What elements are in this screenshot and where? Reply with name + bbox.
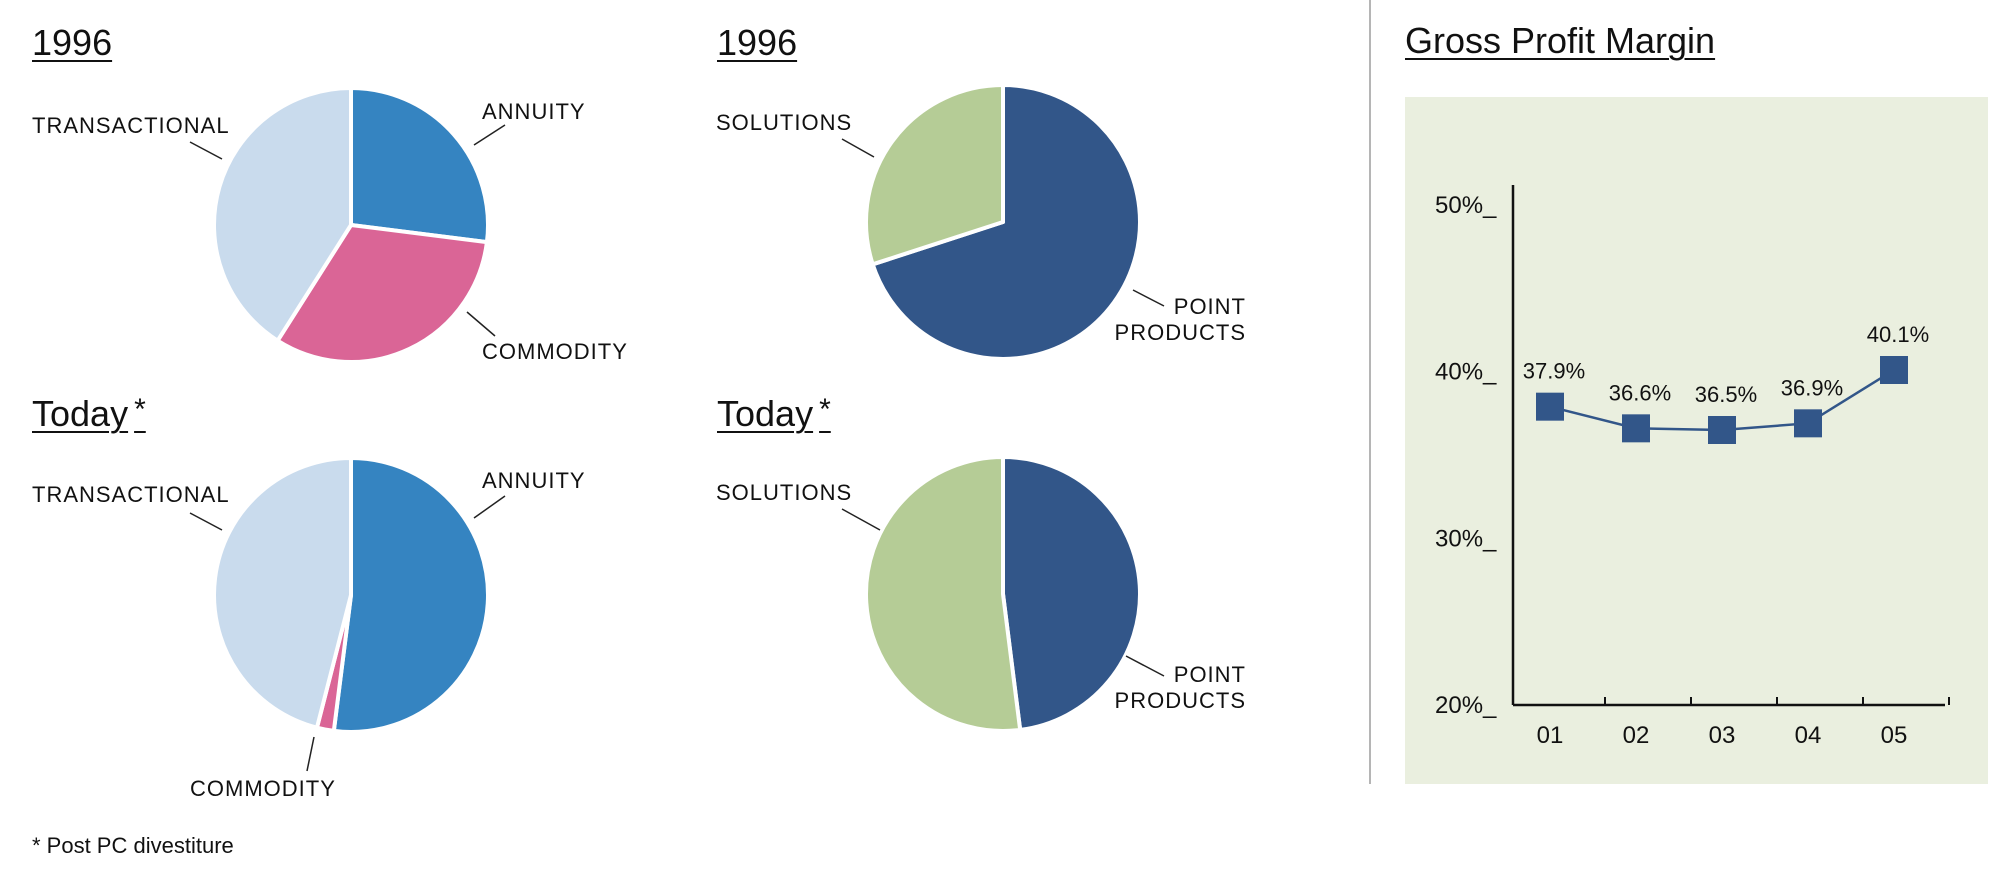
- slice-label-point-products-today: POINT PRODUCTS: [1114, 662, 1246, 713]
- pie-slice-transactional: [212, 86, 353, 343]
- pie-title-today-products: Today *: [717, 393, 831, 434]
- leader-transactional-1996: [189, 141, 223, 160]
- chart-background: [1405, 97, 1988, 784]
- leader-point-products-today: [1125, 655, 1165, 677]
- divider: [1369, 0, 1371, 784]
- y-tick-label: 20%_: [1435, 692, 1497, 719]
- pie-slice-solutions: [864, 83, 1005, 267]
- x-tick-label: 03: [1709, 722, 1736, 749]
- pie-slice-annuity: [349, 86, 490, 245]
- leader-point-products-1996: [1132, 289, 1165, 307]
- slice-label-commodity-today: COMMODITY: [190, 776, 336, 801]
- data-label: 36.6%: [1609, 380, 1671, 405]
- leader-solutions-1996: [841, 138, 875, 158]
- data-label: 36.5%: [1695, 382, 1757, 407]
- slice-label-solutions-1996: SOLUTIONS: [716, 110, 853, 135]
- leader-lines: [189, 124, 1165, 772]
- slice-label-annuity-1996: ANNUITY: [482, 99, 586, 124]
- data-point: [1622, 414, 1650, 443]
- pie-slice-point-products: [1001, 455, 1142, 732]
- y-tick-label: 30%_: [1435, 525, 1497, 552]
- pie-slice-point-products: [870, 83, 1142, 361]
- slice-label-transactional-1996: TRANSACTIONAL: [32, 113, 230, 138]
- data-label: 37.9%: [1523, 359, 1585, 384]
- leader-annuity-today: [473, 495, 506, 519]
- pie-title-1996-revenue: 1996: [32, 22, 113, 63]
- slice-label-solutions-today: SOLUTIONS: [716, 480, 853, 505]
- x-tick-label: 04: [1795, 722, 1822, 749]
- data-point: [1880, 356, 1908, 384]
- data-label: 40.1%: [1867, 322, 1929, 347]
- leader-transactional-today: [189, 512, 223, 531]
- leader-commodity-1996: [466, 311, 496, 337]
- leader-annuity-1996: [473, 124, 506, 146]
- x-tick-label: 02: [1623, 722, 1650, 749]
- pie-chart-1996-products: [864, 83, 1142, 361]
- pie-chart-today-products: [864, 455, 1142, 733]
- y-tick-label: 40%_: [1435, 359, 1497, 386]
- y-tick-label: 50%_: [1435, 192, 1497, 219]
- data-point: [1794, 409, 1822, 438]
- slice-label-transactional-today: TRANSACTIONAL: [32, 482, 230, 507]
- data-point: [1536, 392, 1564, 421]
- pie-slice-transactional: [212, 456, 353, 730]
- line-chart: 50%_ 40%_ 30%_ 20%_ 01 02 03 04 05 37.9% 36.6% 36.5…: [1405, 97, 1988, 784]
- x-tick-label: 01: [1537, 722, 1564, 749]
- slice-label-commodity-1996: COMMODITY: [482, 339, 628, 364]
- pie-chart-1996-revenue: [212, 86, 490, 364]
- pie-title-1996-products: 1996: [717, 22, 798, 63]
- pie-slice-solutions: [864, 455, 1023, 733]
- pie-chart-today-revenue: [212, 456, 490, 734]
- pie-title-today-revenue: Today *: [32, 393, 146, 434]
- data-label: 36.9%: [1781, 375, 1843, 400]
- slice-label-point-products-1996: POINT PRODUCTS: [1114, 294, 1246, 345]
- leader-commodity-today: [306, 736, 315, 772]
- data-point: [1708, 416, 1736, 444]
- slice-label-annuity-today: ANNUITY: [482, 468, 586, 493]
- x-tick-label: 05: [1881, 722, 1908, 749]
- pie-slice-annuity: [331, 456, 490, 734]
- chart-title: Gross Profit Margin: [1405, 20, 1716, 61]
- footnote: * Post PC divestiture: [32, 833, 234, 858]
- leader-solutions-today: [841, 508, 881, 531]
